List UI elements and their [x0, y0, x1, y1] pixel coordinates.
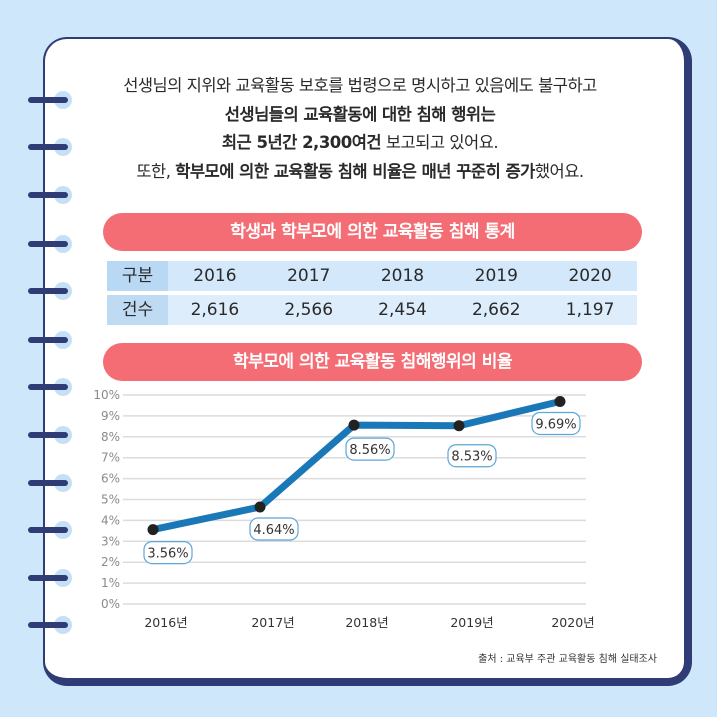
year-cell: 2018	[380, 266, 425, 286]
y-tick-label: 7%	[101, 451, 120, 465]
ring-bar	[28, 241, 68, 247]
chart-title: 학부모에 의한 교육활동 침해행위의 비율	[103, 343, 642, 381]
binder-ring	[28, 282, 72, 300]
data-label-box	[531, 411, 581, 436]
binder-ring	[28, 331, 72, 349]
data-point	[348, 419, 360, 431]
binder-ring	[28, 521, 72, 539]
count-cell: 2,662	[471, 300, 521, 320]
table-header-row: 구분 2016 2017 2018 2019 2020	[107, 261, 637, 291]
count-cell: 2,454	[378, 300, 427, 320]
intro-text: 선생님의 지위와 교육활동 보호를 법령으로 명시하고 있음에도 불구하고 선생…	[60, 72, 660, 186]
y-tick-label: 1%	[101, 576, 120, 590]
count-cell: 2,616	[190, 300, 240, 320]
year-cell: 2017	[287, 266, 331, 286]
source-note: 출처 : 교육부 주관 교육활동 침해 실태조사	[478, 654, 657, 665]
count-cell: 1,197	[565, 300, 615, 320]
table-count-row: 건수 2,616 2,566 2,454 2,662 1,197	[107, 295, 637, 325]
data-label: 4.64%	[253, 523, 294, 538]
binder-ring	[28, 426, 72, 444]
header-label: 구분	[107, 261, 168, 291]
data-label: 8.56%	[349, 443, 390, 458]
ring-bar	[28, 337, 68, 343]
y-tick-label: 2%	[101, 555, 120, 569]
binder-ring	[28, 616, 72, 634]
data-label: 9.69%	[535, 417, 576, 432]
binder-ring	[28, 378, 72, 396]
intro-line-2: 선생님들의 교육활동에 대한 침해 행위는	[224, 104, 496, 124]
binder-ring	[28, 474, 72, 492]
y-tick-label: 8%	[101, 430, 120, 444]
binder-ring	[28, 138, 72, 156]
year-cell: 2019	[474, 266, 518, 286]
x-tick-label: 2019년	[450, 615, 493, 630]
ring-bar	[28, 480, 68, 486]
ring-bar	[28, 97, 68, 103]
y-tick-label: 9%	[101, 409, 120, 423]
ring-bar	[28, 575, 68, 581]
data-label-box	[143, 540, 193, 565]
row-label: 건수	[107, 295, 168, 325]
data-point	[254, 501, 266, 513]
binder-ring	[28, 235, 72, 253]
y-tick-label: 3%	[101, 534, 120, 548]
x-tick-label: 2016년	[144, 615, 187, 630]
intro-line-4-rest: 했어요.	[534, 161, 584, 181]
ring-bar	[28, 384, 68, 390]
data-label: 3.56%	[147, 547, 188, 562]
intro-line-4-bold: 학부모에 의한 교육활동 침해 비율은 매년 꾸준히 증가	[175, 161, 535, 181]
data-point	[554, 395, 566, 407]
year-cell: 2020	[568, 266, 612, 286]
y-tick-label: 5%	[101, 493, 120, 507]
data-label-box	[447, 444, 497, 468]
intro-line-3-bold: 최근 5년간 2,300여건	[221, 133, 382, 152]
year-cell: 2016	[193, 266, 237, 286]
data-label-box	[249, 517, 299, 541]
data-label: 8.53%	[451, 450, 492, 465]
y-tick-label: 6%	[101, 472, 120, 486]
x-tick-label: 2020년	[551, 615, 594, 630]
y-tick-label: 0%	[101, 597, 120, 611]
y-tick-label: 4%	[101, 513, 120, 527]
table-title: 학생과 학부모에 의한 교육활동 침해 통계	[103, 213, 642, 251]
count-cell: 2,566	[284, 300, 334, 320]
data-label-box	[345, 437, 395, 461]
data-point	[453, 420, 465, 432]
intro-line-1: 선생님의 지위와 교육활동 보호를 법령으로 명시하고 있음에도 불구하고	[123, 76, 597, 95]
binder-ring	[28, 186, 72, 204]
ring-bar	[28, 144, 68, 150]
ring-bar	[28, 527, 68, 533]
binder-ring	[28, 91, 72, 109]
y-tick-label: 10%	[93, 388, 120, 402]
ring-bar	[28, 288, 68, 294]
intro-line-3-rest: 보고되고 있어요.	[381, 133, 499, 152]
ring-bar	[28, 622, 68, 628]
x-tick-label: 2017년	[251, 615, 294, 630]
intro-line-4-pre: 또한,	[136, 161, 176, 181]
data-point	[147, 524, 159, 536]
binder-ring	[28, 569, 72, 587]
x-tick-label: 2018년	[345, 615, 388, 630]
ring-bar	[28, 432, 68, 438]
ring-bar	[28, 192, 68, 198]
